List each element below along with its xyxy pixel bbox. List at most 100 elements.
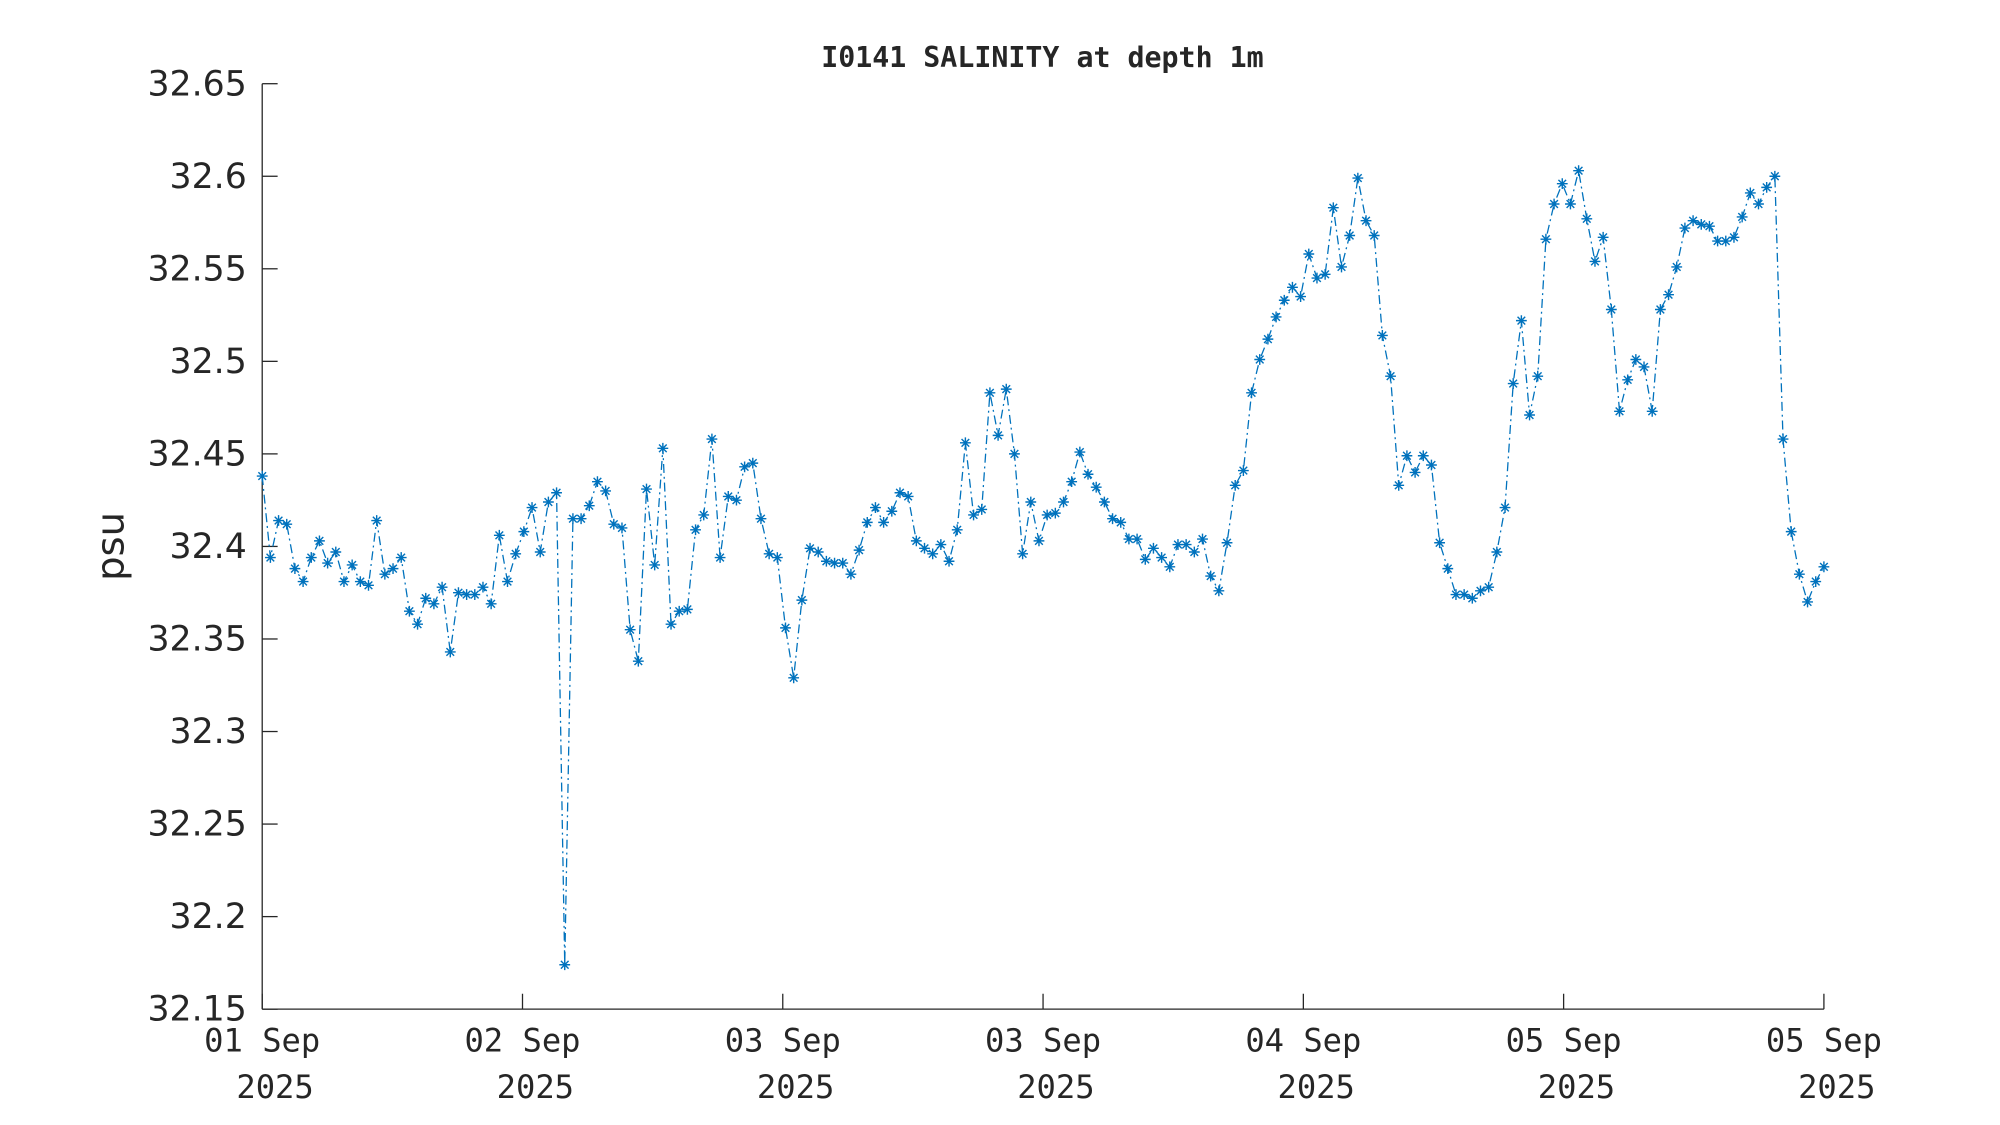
- data-point: [1458, 589, 1470, 600]
- data-point: [281, 518, 293, 530]
- x-tick-label: 01 Sep 2025: [204, 1022, 320, 1106]
- data-point: [559, 959, 571, 971]
- data-point: [722, 491, 734, 502]
- data-point: [1385, 370, 1396, 382]
- data-point: [870, 502, 881, 513]
- y-tick-label: 32.15: [147, 990, 246, 1030]
- x-tick-label: 04 Sep 2025: [1245, 1022, 1361, 1106]
- data-point: [1401, 450, 1413, 462]
- data-point: [1720, 235, 1732, 247]
- data-point: [1393, 479, 1405, 491]
- data-point: [673, 605, 685, 617]
- data-point: [1098, 496, 1110, 508]
- data-point: [1164, 561, 1176, 573]
- data-point: [1761, 181, 1773, 193]
- data-point: [632, 655, 644, 667]
- data-point: [1499, 502, 1511, 513]
- data-point: [1295, 291, 1307, 302]
- data-point: [1785, 526, 1797, 538]
- data-point: [420, 592, 432, 604]
- data-point: [976, 504, 988, 515]
- data-point: [1671, 261, 1683, 273]
- data-point: [1548, 198, 1560, 210]
- data-point: [763, 548, 775, 560]
- data-point: [453, 587, 464, 599]
- data-point: [264, 552, 276, 563]
- data-point: [1376, 330, 1388, 341]
- data-point: [1573, 165, 1585, 177]
- data-point: [1205, 570, 1217, 582]
- data-point: [1058, 496, 1069, 508]
- data-point: [1802, 596, 1813, 608]
- data-point: [1000, 383, 1012, 395]
- data-point: [1270, 311, 1282, 323]
- data-point: [1581, 213, 1593, 225]
- data-point: [1556, 178, 1568, 190]
- data-point: [1344, 230, 1356, 241]
- data-point: [518, 526, 530, 538]
- data-point: [1434, 537, 1446, 549]
- data-point: [1638, 361, 1650, 373]
- data-point: [502, 576, 513, 587]
- data-point: [796, 594, 808, 606]
- data-point: [1622, 374, 1634, 386]
- data-point: [1491, 546, 1503, 558]
- data-point: [1704, 220, 1715, 232]
- data-point: [510, 548, 522, 560]
- data-point: [1352, 172, 1364, 184]
- data-point: [412, 618, 423, 630]
- data-point: [1540, 233, 1552, 245]
- y-tick-label: 32.25: [147, 805, 246, 845]
- data-point: [1712, 235, 1724, 247]
- data-point: [1777, 433, 1789, 445]
- data-point: [273, 515, 284, 526]
- data-point: [493, 529, 505, 541]
- data-point: [1753, 198, 1764, 210]
- data-point: [485, 598, 497, 610]
- data-point: [624, 624, 636, 636]
- data-point: [1810, 576, 1822, 587]
- data-point: [649, 559, 661, 571]
- data-point: [477, 581, 489, 593]
- data-point: [461, 589, 473, 600]
- data-point: [1475, 585, 1486, 597]
- data-point: [1009, 448, 1020, 460]
- data-point: [1597, 231, 1609, 243]
- data-point: [959, 437, 971, 449]
- data-point: [747, 457, 759, 469]
- data-point: [1589, 255, 1601, 267]
- data-point: [1646, 405, 1658, 417]
- data-point: [551, 487, 562, 499]
- data-point: [780, 622, 791, 634]
- data-point: [1515, 315, 1527, 327]
- data-point: [346, 559, 358, 571]
- data-point: [886, 505, 898, 517]
- data-point: [338, 576, 350, 587]
- data-point: [1532, 370, 1544, 382]
- data-point: [984, 387, 996, 399]
- data-point: [894, 487, 906, 499]
- y-tick-label: 32.5: [170, 342, 247, 382]
- data-point: [1368, 230, 1380, 241]
- x-tick-label: 03 Sep 2025: [725, 1022, 841, 1106]
- data-point: [1524, 409, 1535, 421]
- data-point: [1131, 533, 1143, 545]
- data-point: [1287, 281, 1298, 293]
- data-point: [379, 568, 391, 580]
- y-tick-label: 32.6: [170, 157, 247, 197]
- data-point: [387, 563, 399, 575]
- data-point: [428, 598, 440, 610]
- data-point: [305, 552, 317, 563]
- data-point: [608, 518, 620, 530]
- data-point: [1139, 553, 1151, 565]
- data-point: [706, 433, 718, 445]
- data-point: [1311, 272, 1323, 284]
- data-point: [1483, 581, 1495, 593]
- data-point: [297, 576, 309, 587]
- data-point: [1630, 354, 1642, 365]
- data-point: [1507, 378, 1519, 389]
- data-point: [583, 500, 595, 512]
- y-tick-label: 32.65: [147, 64, 246, 104]
- x-tick-label: 05 Sep 2025: [1506, 1022, 1622, 1106]
